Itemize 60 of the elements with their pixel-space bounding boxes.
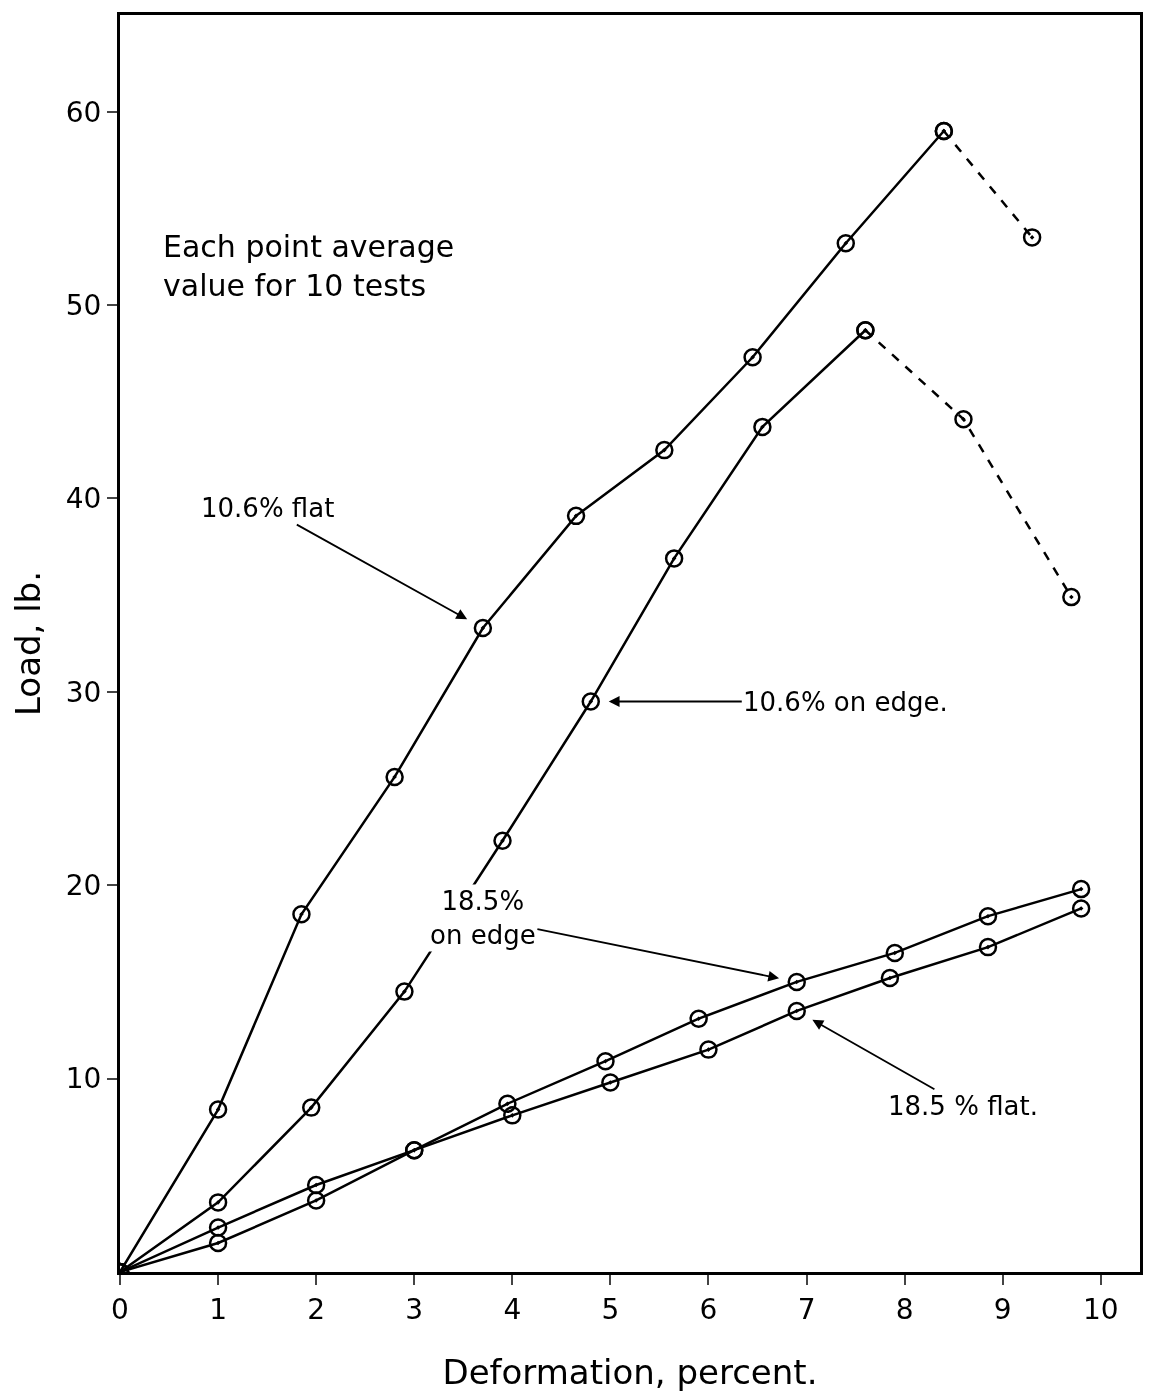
- point: [302, 1098, 321, 1117]
- point: [498, 1094, 517, 1113]
- point: [978, 906, 998, 926]
- point: [395, 982, 414, 1001]
- point: [473, 618, 493, 638]
- y-tick-label: 40: [65, 482, 102, 516]
- point: [787, 1001, 806, 1021]
- point: [208, 1233, 228, 1253]
- point: [699, 1040, 718, 1059]
- x-tick-label: 3: [405, 1292, 424, 1326]
- y-tick-label: 60: [65, 95, 102, 129]
- x-tick-label: 1: [209, 1292, 227, 1326]
- x-tick-label: 7: [797, 1292, 816, 1326]
- point: [743, 348, 762, 367]
- x-tick-label: 6: [699, 1292, 718, 1326]
- annotation: Each point average value for 10 tests: [163, 229, 455, 303]
- y-tick-label: 20: [65, 869, 102, 903]
- point: [664, 549, 684, 568]
- x-tick-label: 9: [993, 1292, 1012, 1326]
- x-tick-label: 8: [895, 1292, 914, 1326]
- text: 10.6% flat: [201, 493, 335, 523]
- y-tick-label: 30: [65, 675, 102, 709]
- x-tick-label: 10: [1082, 1292, 1119, 1326]
- point: [566, 506, 586, 526]
- x-tick-label: 0: [111, 1292, 129, 1326]
- point: [880, 968, 900, 988]
- point: [836, 233, 856, 253]
- point: [689, 1009, 708, 1028]
- point: [1062, 587, 1081, 607]
- point: [753, 417, 772, 437]
- point: [208, 1193, 228, 1212]
- point: [787, 972, 806, 992]
- point: [503, 1106, 522, 1125]
- text: 18.5 % flat.: [888, 1091, 1038, 1121]
- point: [581, 692, 601, 711]
- y-tick-label: 50: [65, 288, 102, 322]
- point: [1071, 879, 1091, 899]
- point: [1071, 899, 1091, 918]
- x-tick-label: 2: [307, 1292, 326, 1326]
- point: [208, 1100, 228, 1119]
- point: [978, 937, 998, 957]
- x-axis-title: Deformation, percent.: [442, 1352, 818, 1392]
- point: [493, 831, 512, 850]
- point: [601, 1073, 620, 1092]
- point: [306, 1191, 326, 1210]
- point: [385, 767, 404, 787]
- point: [292, 904, 311, 924]
- y-axis-title: Load, lb.: [8, 570, 48, 717]
- text: 10.6% on edge.: [743, 687, 948, 717]
- x-tick-label: 4: [503, 1292, 522, 1326]
- y-tick-label: 10: [65, 1062, 102, 1096]
- point: [596, 1051, 615, 1071]
- point: [1022, 228, 1042, 247]
- text: 18.5% on edge: [430, 886, 536, 950]
- point: [885, 943, 905, 963]
- point: [954, 409, 973, 429]
- point: [655, 440, 674, 460]
- x-tick-label: 5: [601, 1292, 620, 1326]
- point: [208, 1218, 228, 1237]
- point: [306, 1175, 326, 1195]
